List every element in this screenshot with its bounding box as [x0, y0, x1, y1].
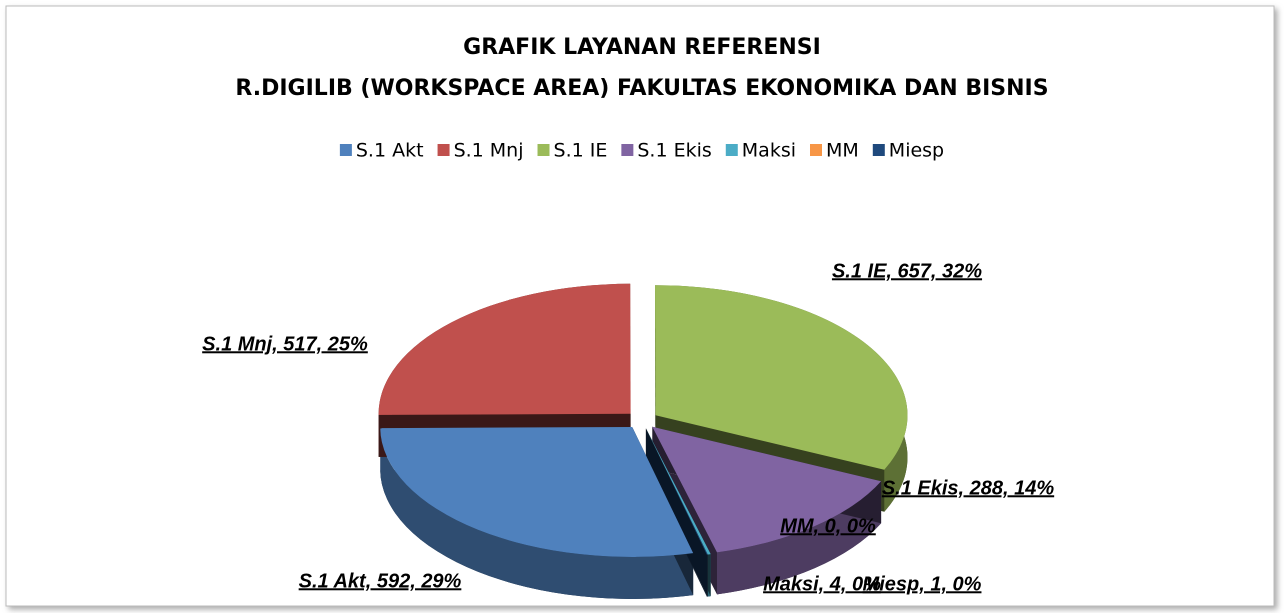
legend-swatch [872, 144, 885, 156]
data-label: Miesp, 1, 0% [863, 573, 982, 595]
legend-label: Maksi [742, 140, 796, 162]
legend-label: Miesp [889, 140, 944, 162]
legend-swatch [537, 144, 550, 156]
pie-slice [378, 283, 631, 415]
legend: S.1 Akt S.1 Mnj S.1 IE S.1 Ekis Maksi MM Miesp [339, 140, 944, 162]
legend-label: S.1 Mnj [454, 140, 524, 162]
legend-label: S.1 Ekis [637, 140, 711, 162]
pie-slice-side [380, 428, 694, 599]
legend-swatch [437, 144, 450, 156]
pie-slice [655, 285, 908, 470]
legend-label: S.1 Akt [356, 140, 424, 162]
legend-swatch [810, 144, 822, 156]
pie-slice [652, 426, 882, 553]
legend-label: MM [826, 140, 859, 162]
data-label: Maksi, 4, 0% [763, 573, 881, 595]
legend-label: S.1 IE [554, 140, 608, 162]
pie-slice [645, 428, 708, 555]
data-label: S.1 Akt, 592, 29% [299, 570, 462, 592]
chart-title: GRAFIK LAYANAN REFERENSI [463, 35, 821, 60]
legend-swatch [725, 144, 738, 156]
data-label: MM, 0, 0% [780, 515, 876, 537]
pie-slice-side [716, 481, 882, 595]
pie-slice [380, 426, 694, 557]
legend-swatch [621, 144, 634, 156]
data-label: S.1 Mnj, 517, 25% [202, 333, 368, 355]
legend-swatch [339, 144, 352, 156]
data-label: S.1 Ekis, 288, 14% [882, 477, 1055, 499]
pie-slice-side [645, 428, 708, 597]
pie-slice [646, 428, 711, 555]
chart-subtitle: R.DIGILIB (WORKSPACE AREA) FAKULTAS EKON… [235, 76, 1048, 101]
data-label: S.1 IE, 657, 32% [832, 260, 982, 282]
